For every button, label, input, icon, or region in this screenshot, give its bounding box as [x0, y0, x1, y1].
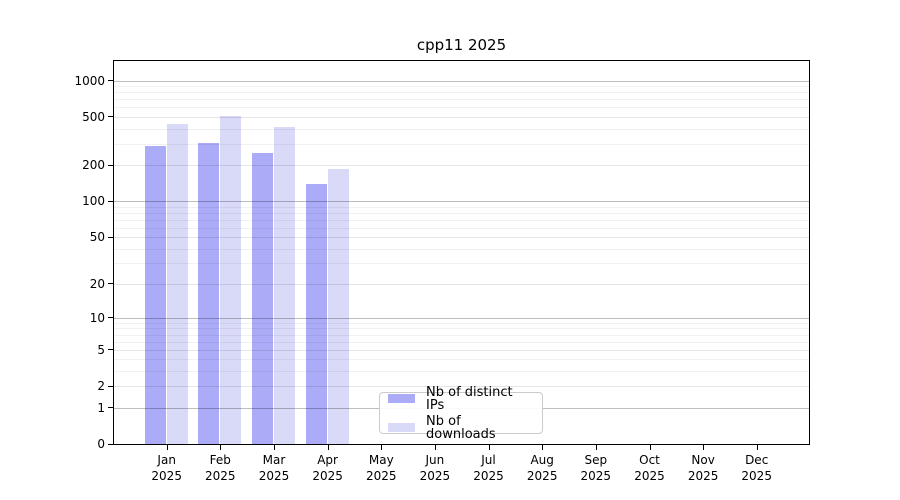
y-tick-0	[108, 443, 114, 445]
x-tick-jun	[434, 444, 436, 450]
x-tick-jul	[488, 444, 490, 450]
y-tick-50	[108, 236, 114, 238]
y-tick-label-200: 200	[82, 158, 105, 172]
legend-swatch-downloads	[388, 423, 415, 432]
y-tick-1000	[108, 80, 114, 81]
x-tick-may	[381, 444, 383, 450]
gridline-minor-600	[114, 107, 809, 109]
chart-title: cpp11 2025	[416, 36, 507, 54]
x-tick-label-aug: Aug 2025	[526, 453, 558, 484]
x-tick-oct	[649, 444, 651, 450]
y-tick-label-100: 100	[82, 194, 105, 209]
x-tick-label-sep: Sep 2025	[580, 453, 612, 484]
legend-item-distinct-ips: Nb of distinct IPs	[388, 386, 534, 412]
bar-ips-jan	[144, 145, 166, 444]
x-tick-label-jul: Jul 2025	[473, 453, 504, 484]
y-tick-20	[108, 283, 114, 285]
y-tick-200	[108, 164, 114, 166]
y-tick-label-5: 5	[97, 342, 105, 357]
y-tick-2	[108, 385, 114, 387]
legend-label-distinct-ips: Nb of distinct IPs	[426, 384, 513, 413]
y-tick-5	[108, 349, 114, 351]
x-tick-nov	[703, 444, 705, 450]
x-tick-label-apr: Apr 2025	[312, 453, 343, 484]
x-tick-apr	[327, 444, 329, 450]
legend: Nb of distinct IPs Nb of downloads	[379, 386, 543, 441]
y-tick-1	[108, 407, 114, 408]
bar-downloads-apr	[327, 168, 349, 444]
y-tick-100	[108, 200, 114, 202]
x-tick-label-feb: Feb 2025	[205, 453, 236, 484]
bar-ips-apr	[305, 184, 327, 444]
bar-ips-feb	[198, 142, 220, 444]
x-tick-label-mar: Mar 2025	[258, 453, 290, 484]
y-tick-label-1000: 1000	[74, 73, 105, 88]
x-tick-label-may: May 2025	[366, 453, 397, 484]
x-tick-mar	[274, 444, 275, 450]
y-tick-label-0: 0	[97, 437, 105, 451]
bar-downloads-jan	[166, 123, 188, 444]
bar-ips-mar	[252, 153, 273, 444]
bar-downloads-feb	[220, 115, 242, 444]
x-tick-aug	[542, 444, 544, 450]
bar-downloads-mar	[274, 126, 295, 444]
x-tick-dec	[756, 444, 758, 450]
x-tick-label-jun: Jun 2025	[419, 453, 451, 484]
x-tick-label-dec: Dec 2025	[741, 453, 772, 484]
y-tick-500	[108, 116, 114, 118]
gridline-500	[114, 116, 809, 118]
y-tick-label-2: 2	[97, 379, 105, 394]
y-tick-label-50: 50	[89, 230, 105, 245]
x-tick-jan	[166, 444, 168, 450]
y-tick-label-500: 500	[82, 109, 105, 124]
legend-label-downloads: Nb of downloads	[426, 413, 496, 442]
gridline-minor-700	[114, 99, 809, 101]
gridline-minor-800	[114, 92, 809, 94]
x-tick-label-oct: Oct 2025	[634, 453, 665, 484]
plot-area: Nb of distinct IPs Nb of downloads 0 1 2 5 1…	[74, 60, 810, 483]
legend-swatch-distinct-ips	[388, 394, 415, 403]
y-tick-10	[108, 317, 114, 319]
y-tick-label-20: 20	[89, 276, 105, 291]
gridline-minor-400	[114, 128, 809, 130]
gridline-1000	[114, 80, 809, 82]
x-tick-label-jan: Jan 2025	[151, 453, 182, 484]
y-tick-label-10: 10	[89, 310, 105, 325]
x-tick-feb	[220, 444, 222, 450]
x-tick-label-nov: Nov 2025	[687, 453, 719, 484]
gridline-minor-900	[114, 86, 809, 88]
legend-item-downloads: Nb of downloads	[388, 415, 534, 441]
x-tick-sep	[595, 444, 597, 450]
y-tick-label-1: 1	[97, 400, 105, 415]
